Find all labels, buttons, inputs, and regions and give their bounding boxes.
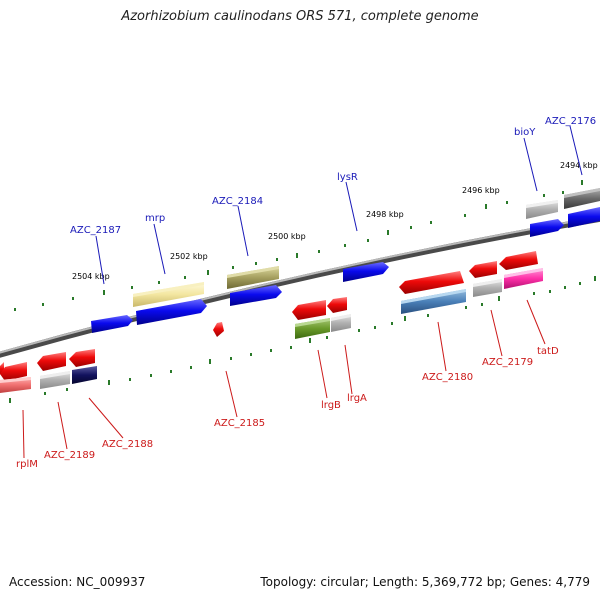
gene-feature[interactable] <box>327 297 347 313</box>
gene-feature[interactable] <box>343 262 389 282</box>
tick-label: 2494 kbp <box>560 161 598 170</box>
gene-label[interactable]: AZC_2184 <box>212 196 263 207</box>
gene-feature[interactable] <box>469 261 497 278</box>
gene-feature[interactable] <box>72 366 97 384</box>
gene-label[interactable]: lysR <box>337 172 358 183</box>
gene-feature[interactable] <box>40 371 70 389</box>
gene-feature[interactable] <box>0 362 27 381</box>
gene-feature[interactable] <box>91 315 133 333</box>
label-leaders-top <box>95 125 583 285</box>
gene-feature[interactable] <box>526 200 558 219</box>
gene-feature[interactable] <box>401 289 466 314</box>
gene-feature[interactable] <box>499 251 538 270</box>
gene-feature[interactable] <box>136 299 207 325</box>
gene-feature[interactable] <box>530 219 564 237</box>
tick-label: 2496 kbp <box>462 186 500 195</box>
gene-feature[interactable] <box>133 282 204 307</box>
tick-row-inner <box>9 276 596 403</box>
accession-text: Accession: NC_009937 <box>9 575 146 589</box>
gene-label[interactable]: lrgA <box>347 393 367 404</box>
reverse-strand-genes <box>0 251 543 393</box>
forward-strand-genes <box>91 188 600 333</box>
gene-feature[interactable] <box>473 279 502 297</box>
genome-backbone <box>0 215 600 358</box>
gene-feature[interactable] <box>227 266 279 289</box>
gene-feature[interactable] <box>292 300 326 320</box>
tick-row-outer <box>14 180 583 311</box>
tick-label: 2500 kbp <box>268 232 306 241</box>
gene-label[interactable]: AZC_2180 <box>422 372 473 383</box>
gene-label[interactable]: tatD <box>537 346 559 357</box>
gene-feature[interactable] <box>564 188 600 209</box>
tick-label: 2502 kbp <box>170 252 208 261</box>
gene-label[interactable]: lrgB <box>321 400 341 411</box>
gene-feature[interactable] <box>331 314 351 332</box>
gene-feature[interactable] <box>230 285 282 306</box>
gene-label[interactable]: rplM <box>16 459 38 470</box>
genome-info-text: Topology: circular; Length: 5,369,772 bp… <box>260 575 590 589</box>
gene-label[interactable]: bioY <box>514 127 536 138</box>
gene-feature[interactable] <box>568 207 600 228</box>
tick-label: 2498 kbp <box>366 210 404 219</box>
label-leaders-bottom <box>22 299 546 459</box>
gene-label[interactable]: AZC_2189 <box>44 450 95 461</box>
gene-label[interactable]: AZC_2185 <box>214 418 265 429</box>
gene-label[interactable]: mrp <box>145 213 165 224</box>
tick-label: 2504 kbp <box>72 272 110 281</box>
gene-label[interactable]: AZC_2188 <box>102 439 153 450</box>
gene-label[interactable]: AZC_2176 <box>545 116 596 127</box>
gene-feature[interactable] <box>0 377 31 393</box>
gene-feature[interactable] <box>399 271 464 294</box>
gene-feature[interactable] <box>295 318 330 339</box>
gene-feature[interactable] <box>69 349 95 367</box>
gene-feature[interactable] <box>504 268 543 289</box>
gene-feature[interactable] <box>213 322 224 337</box>
map-title: Azorhizobium caulinodans ORS 571, comple… <box>121 9 479 24</box>
gene-label[interactable]: AZC_2179 <box>482 357 533 368</box>
gene-feature[interactable] <box>37 352 66 371</box>
gene-label[interactable]: AZC_2187 <box>70 225 121 236</box>
